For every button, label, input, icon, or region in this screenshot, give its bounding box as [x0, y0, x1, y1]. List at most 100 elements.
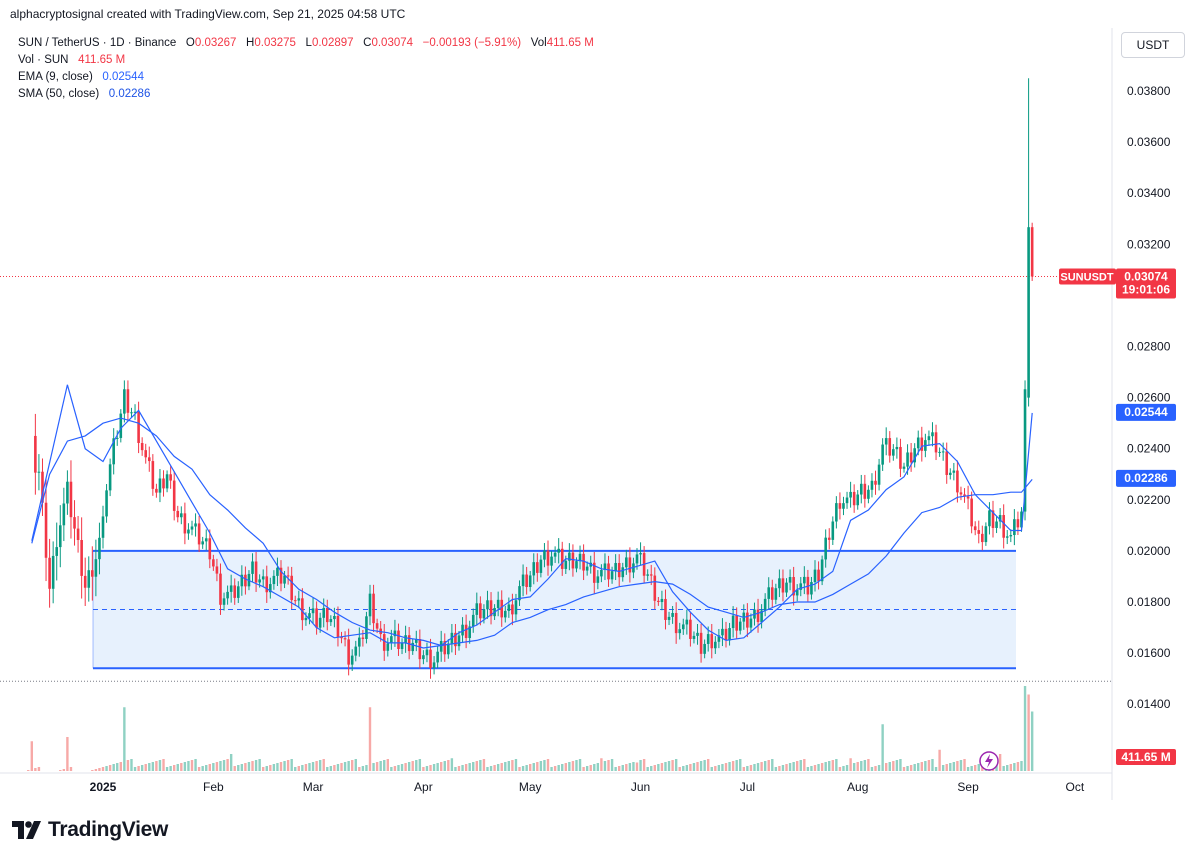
candle-body — [963, 494, 966, 497]
candle-body — [482, 609, 486, 619]
volume-bar — [689, 764, 692, 771]
candle-body — [724, 628, 728, 641]
candle-body — [970, 498, 973, 527]
volume-bar — [842, 766, 845, 771]
volume-bar — [351, 760, 354, 771]
legend-sma-row[interactable]: SMA (50, close) 0.02286 — [18, 86, 594, 103]
candle-body — [62, 503, 66, 526]
candle-body — [610, 571, 614, 580]
candle-body — [115, 437, 119, 439]
volume-bar — [123, 707, 126, 771]
volume-bar — [945, 764, 948, 771]
volume-bar — [692, 763, 696, 771]
last-price-label-bg — [1116, 268, 1176, 299]
candle-body — [746, 612, 749, 628]
candle-body — [176, 510, 180, 518]
legend-ema-row[interactable]: EMA (9, close) 0.02544 — [18, 69, 594, 86]
time-tick-label: Sep — [957, 780, 979, 794]
candle-body — [172, 480, 176, 511]
sma-value: 0.02286 — [108, 88, 151, 100]
legend-volume-row[interactable]: Vol · SUN 411.65 M — [18, 52, 594, 69]
candle-body — [877, 464, 881, 485]
candle-body — [756, 609, 760, 623]
volume-bar — [219, 761, 222, 771]
candle-body — [678, 629, 682, 634]
candle-body — [521, 574, 525, 587]
candle-body — [810, 582, 813, 595]
candle-body — [966, 496, 970, 499]
volume-bar — [621, 765, 624, 771]
candle-body — [824, 537, 827, 560]
time-tick-label: Apr — [414, 780, 433, 794]
candle-body — [258, 579, 261, 583]
volume-bar — [148, 763, 151, 771]
volume-bar — [856, 762, 859, 771]
volume-bar — [888, 762, 891, 771]
change-value: −0.00193 (−5.91%) — [422, 37, 522, 49]
vol-value: 411.65 M — [546, 37, 594, 49]
volume-bar — [803, 759, 806, 771]
candle-body — [681, 624, 685, 630]
candle-body — [706, 634, 710, 644]
candle-body — [856, 494, 860, 506]
volume-bar — [133, 767, 137, 771]
volume-bar — [251, 761, 254, 771]
candle-body — [667, 616, 671, 620]
candle-body — [603, 563, 607, 570]
candle-body — [575, 561, 578, 569]
candle-body — [180, 513, 183, 518]
candle-body — [37, 471, 41, 473]
candle-body — [696, 632, 699, 636]
volume-bar — [746, 766, 749, 771]
volume-bar — [233, 766, 236, 771]
volume-bar — [365, 765, 368, 771]
sma-price-label-text: 0.02286 — [1124, 471, 1168, 485]
volume-bar — [34, 768, 37, 771]
candle-body — [98, 537, 101, 560]
volume-bar — [529, 764, 532, 771]
tradingview-logo[interactable]: TradingView — [12, 818, 168, 842]
candle-body — [781, 578, 785, 593]
candle-body — [386, 643, 390, 651]
candle-body — [457, 635, 461, 647]
ema-price-label-bg — [1116, 403, 1176, 421]
candle-body — [920, 437, 924, 451]
volume-bar — [397, 765, 400, 771]
volume-bar — [885, 763, 888, 771]
candle-body — [1016, 519, 1020, 528]
volume-bar — [575, 760, 578, 771]
volume-bar — [974, 765, 977, 771]
candle-body — [336, 616, 340, 637]
volume-bar — [422, 767, 425, 771]
volume-bar — [917, 763, 920, 771]
volume-bar — [116, 763, 119, 771]
candle-body — [425, 649, 429, 656]
candle-body — [468, 626, 471, 639]
candle-body — [1013, 519, 1016, 536]
volume-bar — [539, 761, 543, 771]
candle-body — [1027, 227, 1030, 398]
candle-body — [347, 639, 350, 665]
candle-body — [596, 576, 600, 583]
volume-bar — [860, 761, 863, 771]
currency-button[interactable]: USDT — [1121, 32, 1185, 58]
volume-bar — [69, 767, 73, 771]
volume-bar — [831, 760, 834, 771]
candle-body — [368, 593, 372, 617]
volume-bar — [867, 759, 870, 771]
candle-body — [58, 525, 62, 548]
candle-body — [439, 640, 443, 652]
candle-body — [329, 619, 333, 623]
volume-bar — [721, 764, 724, 771]
volume-bar — [500, 763, 503, 771]
volume-bar — [628, 763, 632, 771]
volume-bar — [329, 766, 333, 771]
symbol-label[interactable]: SUN / TetherUS · 1D · Binance — [18, 37, 177, 49]
volume-bar — [101, 767, 105, 771]
candle-body — [906, 452, 909, 467]
candle-body — [767, 587, 771, 599]
candle-body — [382, 634, 386, 651]
candle-body — [617, 563, 621, 578]
candle-body — [792, 577, 795, 596]
